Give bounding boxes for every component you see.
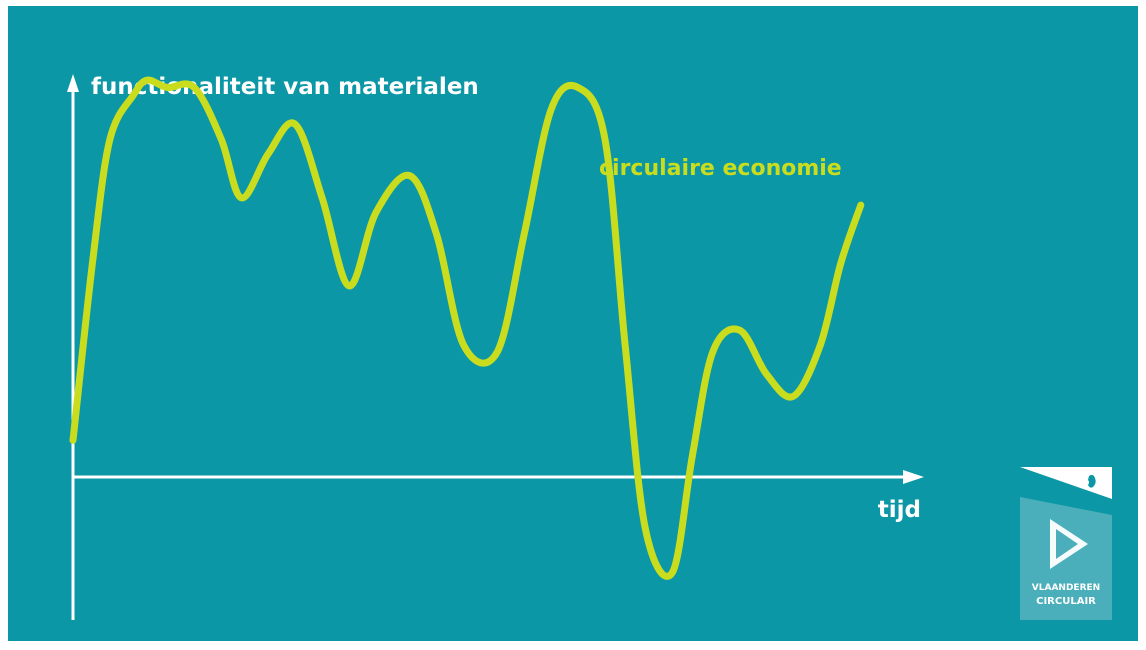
lion-icon: [1088, 474, 1096, 488]
vlaanderen-circulair-logo: VLAANDEREN CIRCULAIR: [1020, 467, 1112, 620]
y-axis-arrow-icon: [67, 74, 79, 92]
logo-line1: VLAANDEREN: [1032, 583, 1100, 593]
series-line-circulaire-economie: [69, 76, 865, 580]
slide-frame: functionaliteit van materialen tijd circ…: [8, 6, 1138, 641]
play-icon: [1050, 519, 1088, 569]
x-axis-arrow-icon: [903, 470, 924, 484]
y-axis-label: functionaliteit van materialen: [91, 74, 479, 100]
chart: functionaliteit van materialen tijd circ…: [67, 74, 924, 620]
logo-line2: CIRCULAIR: [1036, 596, 1096, 607]
series-label: circulaire economie: [599, 156, 842, 181]
x-axis-label: tijd: [878, 497, 921, 523]
